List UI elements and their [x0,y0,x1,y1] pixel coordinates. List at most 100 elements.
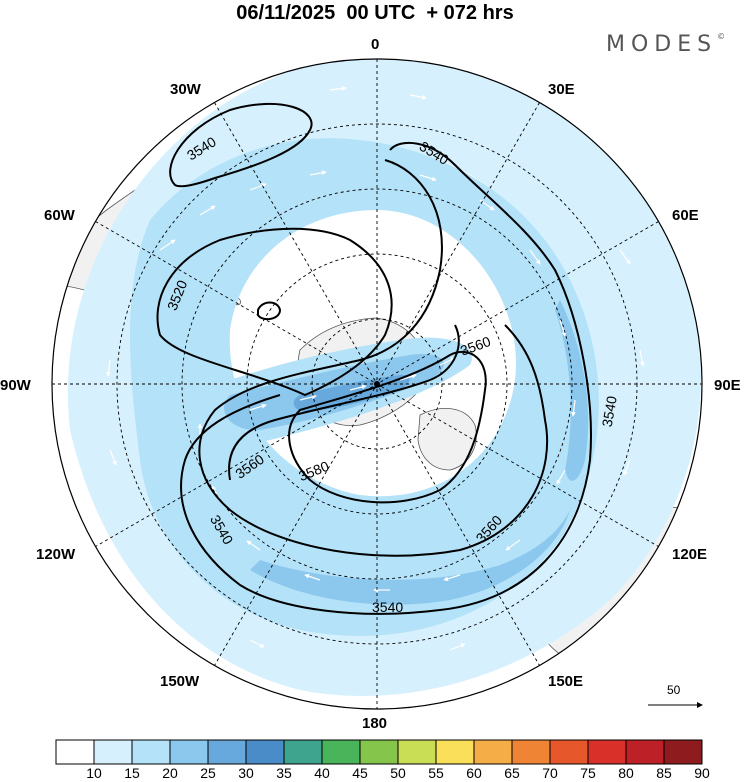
vector [329,86,347,91]
vector [199,205,216,216]
brand-name: MODES [606,32,718,57]
lon-label-120w: 120W [36,546,76,563]
map-title: 06/11/2025 00 UTC + 072 hrs [236,2,514,24]
lon-label-90w: 90W [0,377,32,394]
vector [299,394,317,401]
contour-3520-small [257,301,282,321]
vector [159,239,176,251]
vector [249,183,267,191]
colorbar-tick-label: 30 [238,765,254,781]
shade-25-south [250,510,570,605]
vector [109,449,117,466]
pole-dot [374,381,380,387]
latitude-circle [181,188,573,580]
colorbar-tick-label: 90 [694,765,710,781]
vector [309,170,327,176]
contour-3560-main [198,159,549,557]
colorbar-tick-label: 75 [580,765,596,781]
colorbar-swatch [359,739,399,765]
vector [249,403,267,411]
vector [246,540,261,551]
height-contours [156,102,592,615]
contour-3540-nw [169,102,313,188]
colorbar-swatch [625,739,665,765]
colorbar-swatch [435,739,475,765]
colorbar-swatch [397,739,437,765]
colorbar-swatch [55,739,95,765]
vector [619,249,631,265]
vector [505,539,521,551]
brand-logo: MODES© [606,32,725,57]
vector [249,639,265,648]
wind-vectors [106,86,645,651]
contour-3520 [156,227,393,397]
lon-label-150e: 150E [548,673,583,690]
shade-20-band [130,138,599,637]
colorbar-swatch [131,739,171,765]
brand-copyright: © [717,32,726,41]
colorbar-tick-label: 65 [504,765,520,781]
lon-label-60w: 60W [44,207,76,224]
colorbar-tick-label: 80 [618,765,634,781]
vector [623,459,631,476]
vector [571,399,576,417]
colorbar-tick-label: 20 [162,765,178,781]
map-boundary [51,58,703,710]
lon-label-150w: 150W [160,673,200,690]
vector [439,357,456,366]
vector [443,574,461,582]
colorbar-tick-label: 40 [314,765,330,781]
wind-shading [67,59,702,696]
contour-3560-inner [228,324,460,481]
vector [556,469,566,485]
lon-label-30e: 30E [548,81,575,98]
vector [449,643,466,651]
contour-label: 3540 [372,599,403,615]
colorbar-tick-label: 50 [390,765,406,781]
lon-label-120e: 120E [672,546,707,563]
lon-label-0: 0 [371,36,379,53]
colorbar-swatch [549,739,589,765]
vector [559,319,567,337]
colorbar-swatch [321,739,361,765]
longitude-label-group: 0 30E 60E 90E 120E 150E 180 150W 120W 90… [0,36,741,730]
colorbar-swatch [283,739,323,765]
colorbar-tick-label: 35 [276,765,292,781]
vector [409,94,427,100]
vector [529,249,541,265]
colorbar-swatch [473,739,513,765]
reference-vector-label: 50 [667,683,681,697]
vector [349,384,367,391]
lon-label-60e: 60E [672,207,699,224]
contour-3580 [288,350,487,504]
vector [419,174,437,182]
colorbar-swatch [93,739,133,765]
lon-label-90e: 90E [714,377,741,394]
colorbar [55,739,703,765]
colorbar-tick-label: 55 [428,765,444,781]
colorbar-swatch [587,739,627,765]
colorbar-swatch [511,739,551,765]
vector [304,573,321,581]
map-field [52,59,702,709]
colorbar-tick-label: 60 [466,765,482,781]
contour-label: 3560 [458,333,493,359]
colorbar-tick-label: 15 [124,765,140,781]
lon-label-180: 180 [362,715,387,730]
polar-map: 3540 3540 3520 3560 3580 3560 3540 3540 … [0,36,741,730]
colorbar-tick-label: 70 [542,765,558,781]
lon-label-30w: 30W [170,81,202,98]
colorbar-tick-label: 85 [656,765,672,781]
vector [399,373,417,381]
vector [106,359,111,377]
contour-label: 3540 [599,394,620,428]
colorbar-swatch [169,739,209,765]
colorbar-tick-label: 10 [86,765,102,781]
colorbar-swatch [245,739,285,765]
antarctica-b [417,408,477,471]
colorbar-swatch [207,739,247,765]
contour-3540-outer [180,141,592,615]
vector [639,349,645,367]
colorbar-tick-label: 45 [352,765,368,781]
colorbar-tick-label: 25 [200,765,216,781]
